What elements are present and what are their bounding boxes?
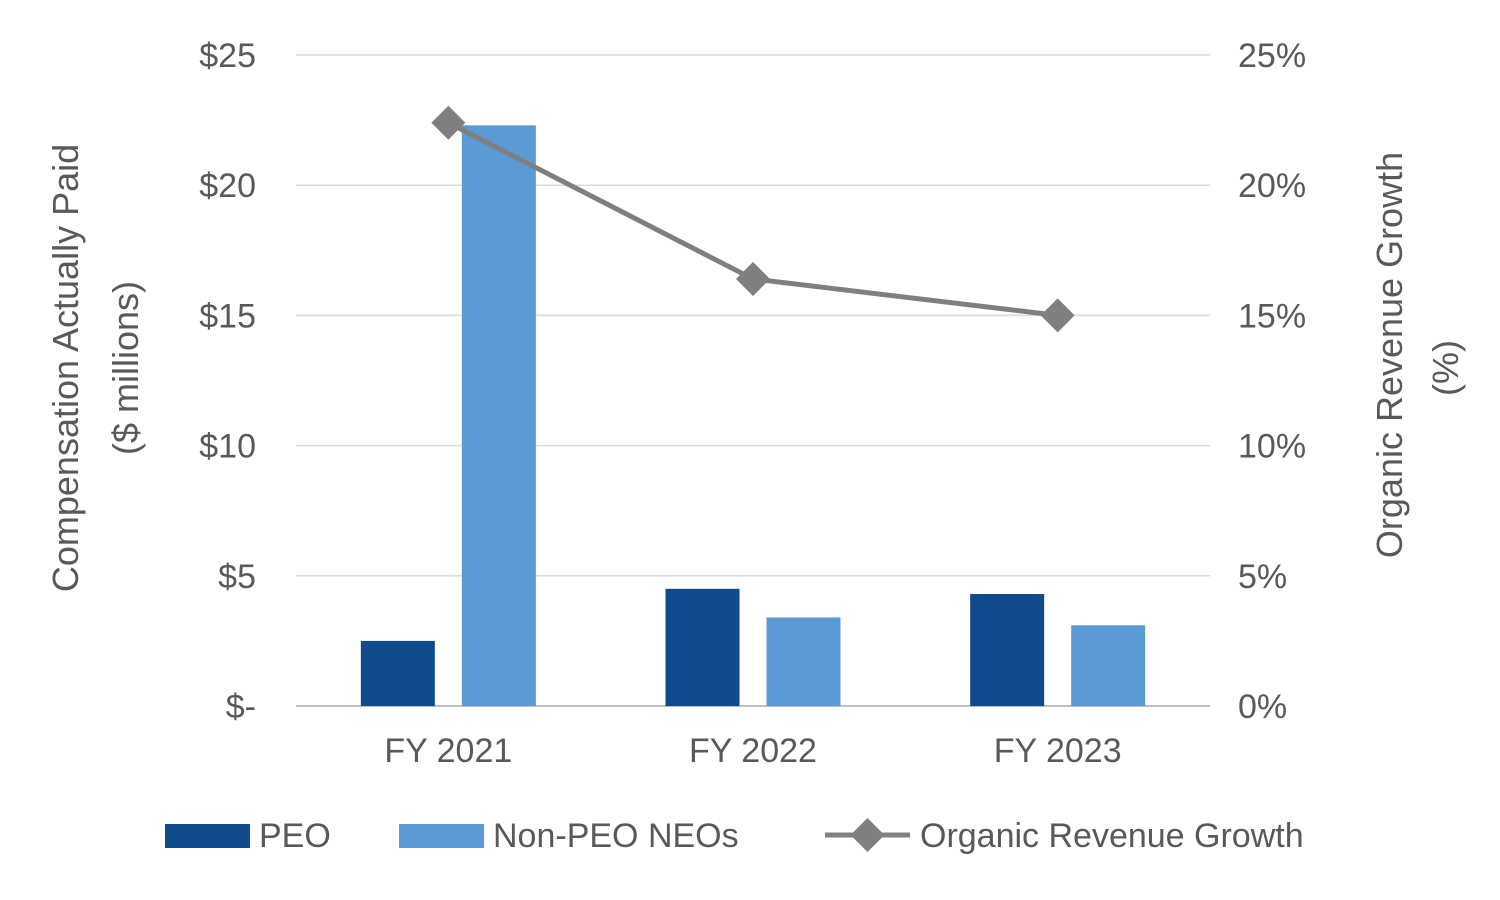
legend-marker-diamond-icon (850, 818, 885, 852)
right-axis-title-line2: (%) (1425, 340, 1466, 396)
left-axis-ticks: $- $5 $10 $15 $20 $25 (199, 37, 256, 726)
left-tick-label: $25 (199, 37, 256, 75)
x-tick-label: FY 2021 (384, 732, 512, 770)
bar-peo (360, 640, 435, 706)
legend: PEO Non-PEO NEOs Organic Revenue Growth (165, 817, 1304, 855)
bars (360, 125, 1146, 707)
growth-point-diamond (736, 261, 770, 296)
legend-label-non-peo-neos: Non-PEO NEOs (493, 817, 739, 855)
bar-peo (970, 594, 1045, 706)
left-tick-label: $20 (199, 167, 256, 205)
left-tick-label: $- (226, 688, 256, 726)
right-axis-ticks: 0% 5% 10% 15% 20% 25% (1238, 37, 1306, 726)
right-axis-title-line1: Organic Revenue Growth (1369, 152, 1410, 558)
right-tick-label: 20% (1238, 167, 1306, 205)
growth-line (431, 105, 1075, 333)
x-tick-label: FY 2022 (689, 732, 817, 770)
right-tick-label: 0% (1238, 688, 1287, 726)
growth-point-diamond (431, 105, 466, 140)
bar-peo (665, 588, 740, 706)
gridlines (296, 54, 1210, 707)
legend-swatch-peo (165, 824, 250, 848)
left-tick-label: $15 (199, 297, 256, 335)
bar-non-peo-neos (461, 125, 536, 707)
right-tick-label: 15% (1238, 297, 1306, 335)
x-tick-label: FY 2023 (994, 732, 1122, 770)
left-axis-title-line1: Compensation Actually Paid (45, 144, 86, 592)
right-tick-label: 10% (1238, 428, 1306, 466)
right-tick-label: 25% (1238, 37, 1306, 75)
legend-label-organic-revenue-growth: Organic Revenue Growth (920, 817, 1304, 855)
growth-point-diamond (1040, 298, 1075, 333)
right-tick-label: 5% (1238, 558, 1287, 596)
legend-label-peo: PEO (259, 817, 331, 855)
left-tick-label: $5 (218, 558, 256, 596)
left-tick-label: $10 (199, 428, 256, 466)
x-axis-ticks: FY 2021 FY 2022 FY 2023 (384, 732, 1121, 770)
left-axis-title-line2: ($ millions) (105, 281, 146, 455)
bar-non-peo-neos (1071, 625, 1146, 706)
legend-swatch-non-peo-neos (399, 824, 484, 848)
bar-non-peo-neos (766, 617, 841, 706)
